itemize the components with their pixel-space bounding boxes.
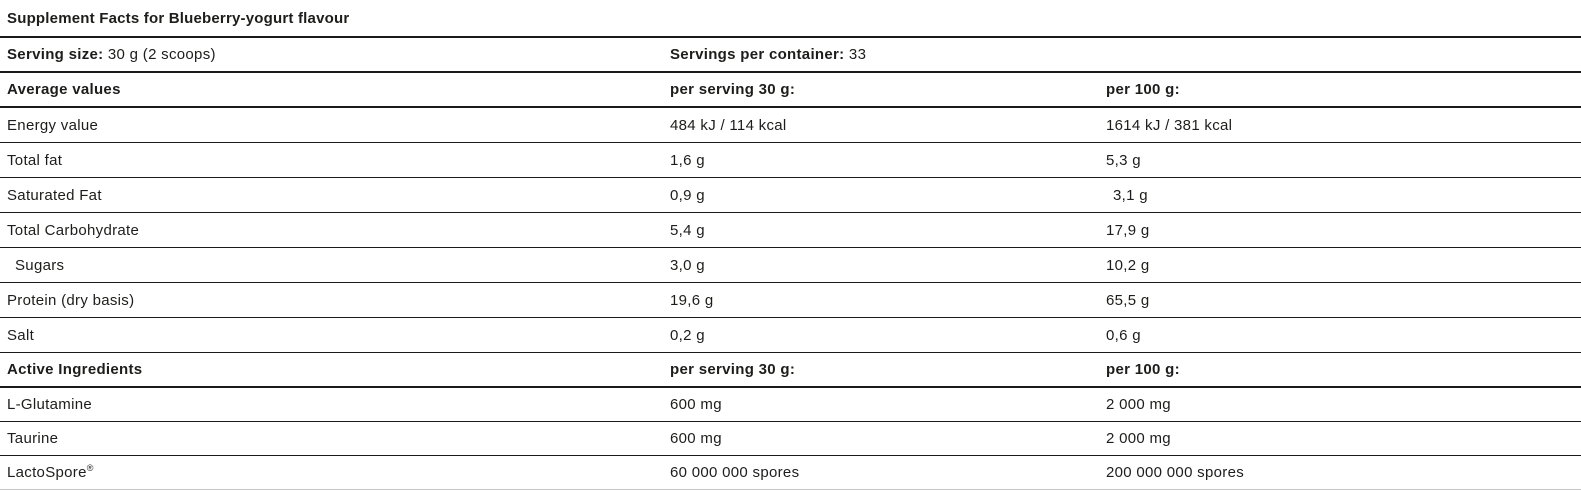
average-values-header: Average values	[7, 81, 121, 98]
row-per-serving: 600 mg	[670, 430, 722, 447]
table-row-total-fat: Total fat 1,6 g 5,3 g	[0, 143, 1581, 178]
row-per-serving: 0,2 g	[670, 326, 705, 344]
serving-info-row: Serving size: 30 g (2 scoops) Servings p…	[0, 38, 1581, 73]
row-name: Total Carbohydrate	[7, 221, 140, 239]
row-per-100g: 10,2 g	[1106, 256, 1150, 274]
table-row-salt: Salt 0,2 g 0,6 g	[0, 318, 1581, 353]
row-per-100g: 5,3 g	[1106, 151, 1141, 169]
average-values-header-row: Average values per serving 30 g: per 100…	[0, 73, 1581, 108]
row-per-serving: 0,9 g	[670, 186, 705, 204]
table-row-total-carbohydrate: Total Carbohydrate 5,4 g 17,9 g	[0, 213, 1581, 248]
per-serving-header: per serving 30 g:	[670, 81, 796, 98]
row-name: Taurine	[0, 430, 670, 447]
row-per-100g: 3,1 g	[1113, 186, 1148, 204]
page-title: Supplement Facts for Blueberry-yogurt fl…	[7, 9, 350, 27]
row-name: Protein (dry basis)	[7, 291, 135, 309]
per-100g-header: per 100 g:	[1106, 361, 1180, 378]
table-row-sugars: Sugars 3,0 g 10,2 g	[0, 248, 1581, 283]
serving-size-label: Serving size:	[7, 46, 104, 63]
row-name: Total fat	[7, 151, 63, 169]
registered-trademark-symbol: ®	[86, 463, 94, 473]
row-per-100g: 2 000 mg	[1106, 396, 1171, 413]
servings-per-container-label: Servings per container:	[670, 46, 845, 63]
ingredient-name: Taurine	[7, 430, 59, 447]
table-row-lactospore: LactoSpore® 60 000 000 spores 200 000 00…	[0, 456, 1581, 490]
ingredient-name: LactoSpore	[7, 464, 87, 481]
serving-size-cell: Serving size: 30 g (2 scoops)	[0, 46, 670, 63]
row-name: Sugars	[15, 256, 65, 274]
row-name: Saturated Fat	[7, 186, 102, 204]
row-per-serving: 19,6 g	[670, 291, 714, 309]
per-100g-header: per 100 g:	[1106, 81, 1180, 98]
table-row-taurine: Taurine 600 mg 2 000 mg	[0, 422, 1581, 456]
servings-per-container-cell: Servings per container: 33	[670, 46, 1106, 63]
serving-size-value: 30 g (2 scoops)	[107, 46, 216, 63]
active-ingredients-header: Active Ingredients	[7, 361, 143, 378]
table-row-l-glutamine: L-Glutamine 600 mg 2 000 mg	[0, 388, 1581, 422]
row-per-serving: 5,4 g	[670, 221, 705, 239]
row-name: Energy value	[7, 116, 99, 134]
servings-per-container-value: 33	[848, 46, 867, 63]
row-per-100g: 17,9 g	[1106, 221, 1150, 239]
row-per-serving: 1,6 g	[670, 151, 705, 169]
table-row-protein: Protein (dry basis) 19,6 g 65,5 g	[0, 283, 1581, 318]
row-name: Salt	[7, 326, 35, 344]
per-serving-header: per serving 30 g:	[670, 361, 796, 378]
row-per-100g: 65,5 g	[1106, 291, 1150, 309]
active-ingredients-header-row: Active Ingredients per serving 30 g: per…	[0, 353, 1581, 388]
row-per-serving: 3,0 g	[670, 256, 705, 274]
row-name: L-Glutamine	[0, 396, 670, 413]
ingredient-name: L-Glutamine	[7, 396, 93, 413]
row-per-100g: 200 000 000 spores	[1106, 464, 1245, 481]
row-name: LactoSpore®	[0, 463, 670, 482]
row-per-serving: 60 000 000 spores	[670, 464, 800, 481]
title-row: Supplement Facts for Blueberry-yogurt fl…	[0, 0, 1581, 38]
row-per-100g: 2 000 mg	[1106, 430, 1171, 447]
row-per-serving: 484 kJ / 114 kcal	[670, 116, 787, 134]
row-per-100g: 1614 kJ / 381 kcal	[1106, 116, 1233, 134]
row-per-100g: 0,6 g	[1106, 326, 1141, 344]
table-row-saturated-fat: Saturated Fat 0,9 g 3,1 g	[0, 178, 1581, 213]
table-row-energy-value: Energy value 484 kJ / 114 kcal 1614 kJ /…	[0, 108, 1581, 143]
row-per-serving: 600 mg	[670, 396, 722, 413]
